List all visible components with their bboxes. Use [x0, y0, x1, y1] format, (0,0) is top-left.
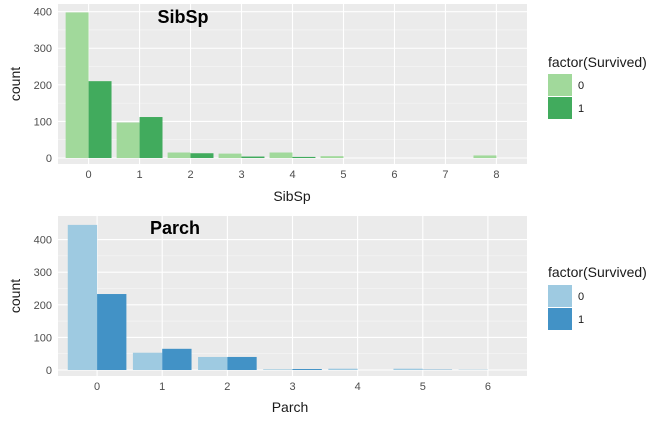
- y-axis-title: count: [7, 67, 23, 101]
- bar: [269, 152, 293, 158]
- bar: [139, 117, 163, 158]
- y-tick-label: 100: [34, 332, 52, 344]
- y-tick-label: 0: [46, 153, 52, 165]
- x-tick-label: 6: [391, 169, 397, 181]
- bar: [393, 368, 423, 370]
- bar: [88, 81, 112, 158]
- bar: [263, 369, 293, 370]
- x-tick-label: 2: [187, 169, 193, 181]
- legend-label-1: 1: [578, 103, 584, 115]
- y-tick-label: 300: [34, 267, 52, 279]
- chart-title: Parch: [150, 218, 200, 238]
- legend-label-0: 0: [578, 291, 584, 303]
- x-tick-label: 8: [493, 169, 499, 181]
- x-axis-title: SibSp: [273, 188, 311, 204]
- bar: [97, 294, 127, 370]
- legend-swatch-1: [548, 308, 572, 330]
- x-tick-label: 3: [289, 381, 295, 393]
- bar: [198, 356, 228, 370]
- y-tick-label: 400: [34, 235, 52, 247]
- x-tick-label: 7: [442, 169, 448, 181]
- bar: [320, 156, 344, 158]
- legend-title: factor(Survived): [548, 54, 647, 70]
- bar: [241, 156, 265, 158]
- x-tick-label: 3: [238, 169, 244, 181]
- legend-swatch-0: [548, 74, 572, 96]
- x-tick-label: 0: [94, 381, 100, 393]
- y-tick-label: 0: [46, 365, 52, 377]
- y-ticks: 0 100 200 300 400: [34, 235, 52, 377]
- sibsp-chart: 0 100 200 300 400 0 1 2 3 4 5 6 7 8 SibSp SibSp coun…: [7, 4, 647, 204]
- chart-title: SibSp: [157, 7, 208, 27]
- y-tick-label: 400: [34, 7, 52, 19]
- bar: [116, 122, 140, 158]
- x-tick-label: 4: [355, 381, 361, 393]
- bar: [67, 224, 98, 370]
- x-tick-label: 5: [420, 381, 426, 393]
- bar: [162, 348, 192, 370]
- x-tick-label: 2: [224, 381, 230, 393]
- y-tick-label: 200: [34, 300, 52, 312]
- bar: [473, 155, 497, 158]
- legend: factor(Survived) 0 1: [548, 264, 647, 330]
- y-tick-label: 200: [34, 80, 52, 92]
- legend-swatch-0: [548, 285, 572, 307]
- bar: [132, 352, 163, 370]
- x-tick-label: 4: [289, 169, 295, 181]
- bars: [65, 12, 497, 158]
- bar: [227, 356, 257, 370]
- bar: [292, 156, 316, 158]
- bar: [328, 368, 358, 370]
- x-ticks: 0 1 2 3 4 5 6: [94, 381, 491, 393]
- legend: factor(Survived) 0 1: [548, 54, 647, 119]
- y-tick-label: 300: [34, 43, 52, 55]
- bar: [65, 12, 89, 158]
- bar: [190, 153, 214, 158]
- bar: [218, 153, 242, 158]
- y-axis-title: count: [7, 279, 23, 313]
- y-tick-label: 100: [34, 116, 52, 128]
- x-tick-label: 6: [485, 381, 491, 393]
- legend-title: factor(Survived): [548, 264, 647, 280]
- bar: [167, 152, 191, 158]
- x-axis-title: Parch: [272, 399, 309, 415]
- bar: [292, 369, 322, 370]
- x-tick-label: 1: [159, 381, 165, 393]
- x-tick-label: 5: [340, 169, 346, 181]
- y-ticks: 0 100 200 300 400: [34, 7, 52, 165]
- x-tick-label: 0: [86, 169, 92, 181]
- x-tick-label: 1: [137, 169, 143, 181]
- bars: [67, 224, 488, 370]
- x-ticks: 0 1 2 3 4 5 6 7 8: [86, 169, 500, 181]
- legend-swatch-1: [548, 97, 572, 119]
- legend-label-0: 0: [578, 80, 584, 92]
- legend-label-1: 1: [578, 314, 584, 326]
